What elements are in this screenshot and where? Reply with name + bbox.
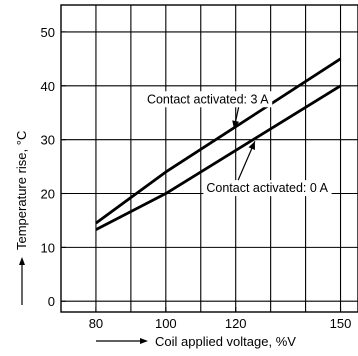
y-tick-label: 40 <box>41 79 55 94</box>
annotation-0a-group: Contact activated: 0 A <box>203 180 332 197</box>
x-tick-label: 120 <box>225 316 247 331</box>
grid <box>61 5 358 312</box>
plot-frame <box>60 4 358 313</box>
annotations: Contact activated: 3 A Contact activated:… <box>143 91 332 197</box>
pointer-3a-head <box>232 120 240 129</box>
x-tick-label: 150 <box>330 316 352 331</box>
plot-border <box>60 4 358 313</box>
x-axis-title-group: Coil applied voltage, %V <box>96 334 296 349</box>
annotation-3a-background <box>143 91 273 108</box>
x-axis-arrow-head <box>140 338 148 344</box>
series-line-0a <box>95 84 342 231</box>
y-axis-label: Temperature rise, °C <box>14 131 29 250</box>
pointer-0a-head <box>248 141 255 150</box>
y-tick-label: 30 <box>41 133 55 148</box>
annotation-0a: Contact activated: 0 A <box>206 181 328 195</box>
y-tick-label: 0 <box>48 294 55 309</box>
y-tick-label: 10 <box>41 240 55 255</box>
x-tick-label: 100 <box>155 316 177 331</box>
y-tick-label: 20 <box>41 187 55 202</box>
tick-labels: 80 100 120 150 0 10 20 30 40 50 <box>41 25 352 331</box>
y-tick-label: 50 <box>41 25 55 40</box>
x-tick-label: 80 <box>89 316 103 331</box>
annotation-3a-group: Contact activated: 3 A <box>143 91 273 108</box>
y-axis-arrow-head <box>19 257 25 265</box>
series-line-3a <box>95 57 342 225</box>
y-axis-title-group: Temperature rise, °C <box>14 131 29 305</box>
series-lines <box>95 57 342 231</box>
annotation-3a: Contact activated: 3 A <box>147 92 269 106</box>
x-axis-label: Coil applied voltage, %V <box>155 334 296 349</box>
annotation-0a-background <box>203 180 332 197</box>
